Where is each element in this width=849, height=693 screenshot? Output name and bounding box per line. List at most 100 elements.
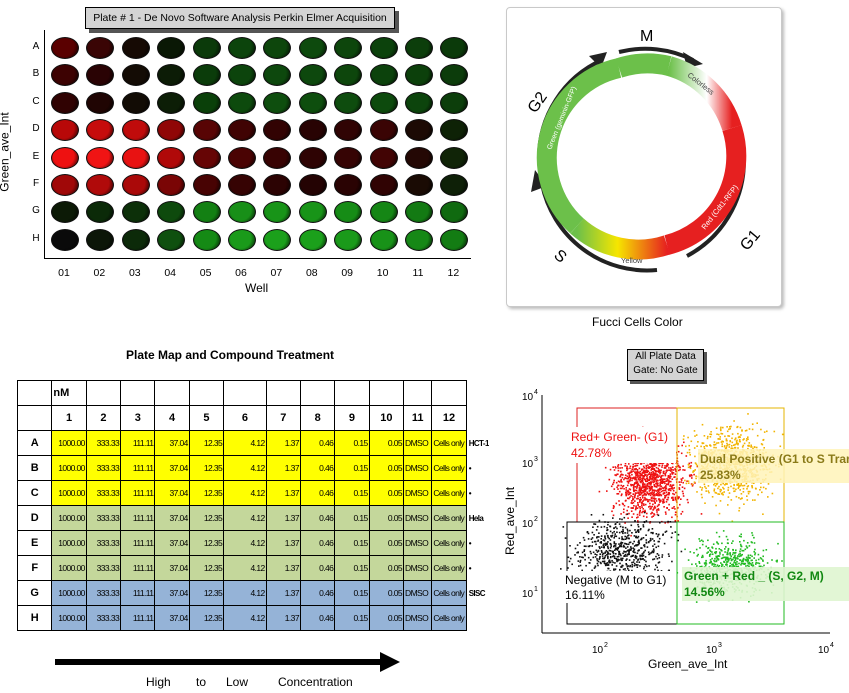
scatter-point [663, 470, 665, 473]
scatter-point [615, 558, 618, 560]
scatter-point [626, 553, 629, 556]
scatter-point [601, 560, 604, 563]
scatter-point [736, 555, 739, 557]
scatter-point [725, 439, 728, 442]
scatter-point [715, 504, 717, 507]
scatter-point [643, 551, 645, 553]
scatter-point [706, 437, 709, 440]
scatter-point [639, 565, 641, 567]
scatter-point [677, 445, 680, 447]
scatter-point [741, 430, 743, 432]
scatter-point [606, 542, 608, 545]
plate-well [298, 201, 327, 224]
scatter-point [660, 488, 662, 490]
scatter-point [702, 556, 704, 558]
scatter-point [688, 462, 691, 465]
scatter-point [734, 555, 736, 558]
scatter-point [700, 445, 702, 448]
scatter-point [653, 513, 655, 515]
scatter-point [659, 482, 662, 484]
table-cell: 12.35 [188, 455, 225, 481]
plate-well [440, 174, 469, 196]
scatter-point [732, 564, 735, 567]
scatter-point [624, 477, 626, 480]
scatter-point [633, 468, 636, 470]
scatter-point [743, 484, 746, 487]
scatter-point [620, 513, 622, 515]
scatter-point [754, 548, 756, 551]
scatter-point [597, 560, 600, 563]
scatter-point [633, 477, 635, 480]
scatter-point [651, 496, 653, 499]
scatter-point [739, 541, 741, 543]
scatter-point [760, 565, 762, 568]
scatter-point [598, 490, 601, 493]
scatter-point [583, 545, 586, 547]
table-blank-cell [120, 380, 156, 406]
scatter-point [737, 443, 739, 446]
scatter-point [644, 472, 646, 474]
scatter-point [643, 467, 646, 469]
table-cell: 0.05 [368, 605, 405, 631]
scatter-point [680, 498, 682, 500]
scatter-point [568, 560, 571, 563]
table-cell: 0.46 [299, 430, 336, 456]
scatter-point [680, 481, 682, 483]
quadrant-green-percent: 14.56% [684, 585, 725, 599]
scatter-point [614, 562, 616, 564]
scatter-point [619, 553, 622, 555]
scatter-point [641, 472, 644, 474]
gate-subtitle: Gate: No Gate [633, 365, 698, 376]
scatter-point [636, 470, 639, 473]
scatter-point [599, 553, 601, 555]
scatter-point [604, 554, 607, 557]
scatter-point [630, 534, 632, 537]
scatter-point [619, 487, 622, 490]
scatter-point [699, 565, 701, 568]
scatter-point [685, 445, 687, 448]
scatter-point [596, 562, 599, 565]
scatter-point [637, 550, 639, 552]
plate-well [334, 146, 363, 169]
scatter-point [700, 539, 703, 542]
scatter-point [736, 442, 738, 444]
table-cell: 333.33 [85, 530, 122, 556]
scatter-point [656, 508, 659, 511]
scatter-point [638, 479, 641, 481]
scatter-point [705, 559, 707, 562]
scatter-point [660, 475, 663, 477]
plate-well [86, 174, 115, 196]
scatter-point [688, 464, 690, 466]
scatter-point [638, 541, 640, 544]
scatter-point [654, 462, 656, 465]
table-cell: 0.05 [368, 530, 405, 556]
plate-well [405, 37, 433, 59]
scatter-point [730, 425, 732, 428]
scatter-point [637, 471, 639, 474]
scatter-point [609, 553, 612, 555]
scatter-point [727, 486, 730, 489]
scatter-point [642, 515, 645, 518]
scatter-point [658, 488, 661, 491]
scatter-point [645, 489, 647, 491]
scatter-point [627, 530, 629, 532]
scatter-point [721, 542, 723, 545]
scatter-point [688, 474, 691, 477]
scatter-point [645, 485, 647, 488]
scatter-point [646, 492, 649, 495]
scatter-point [670, 480, 672, 483]
scatter-point [606, 545, 609, 548]
scatter-point [629, 467, 631, 470]
scatter-point [696, 565, 698, 567]
scatter-point [642, 510, 644, 513]
scatter-point [643, 483, 646, 485]
plate-well [405, 64, 433, 87]
table-cell: Cells only [431, 505, 467, 531]
scatter-point [730, 557, 732, 560]
scatter-point [604, 556, 606, 559]
scatter-point [754, 487, 757, 490]
scatter-point [680, 452, 683, 455]
scatter-point [754, 499, 756, 501]
scatter-point [646, 546, 649, 548]
scatter-point [617, 480, 620, 483]
